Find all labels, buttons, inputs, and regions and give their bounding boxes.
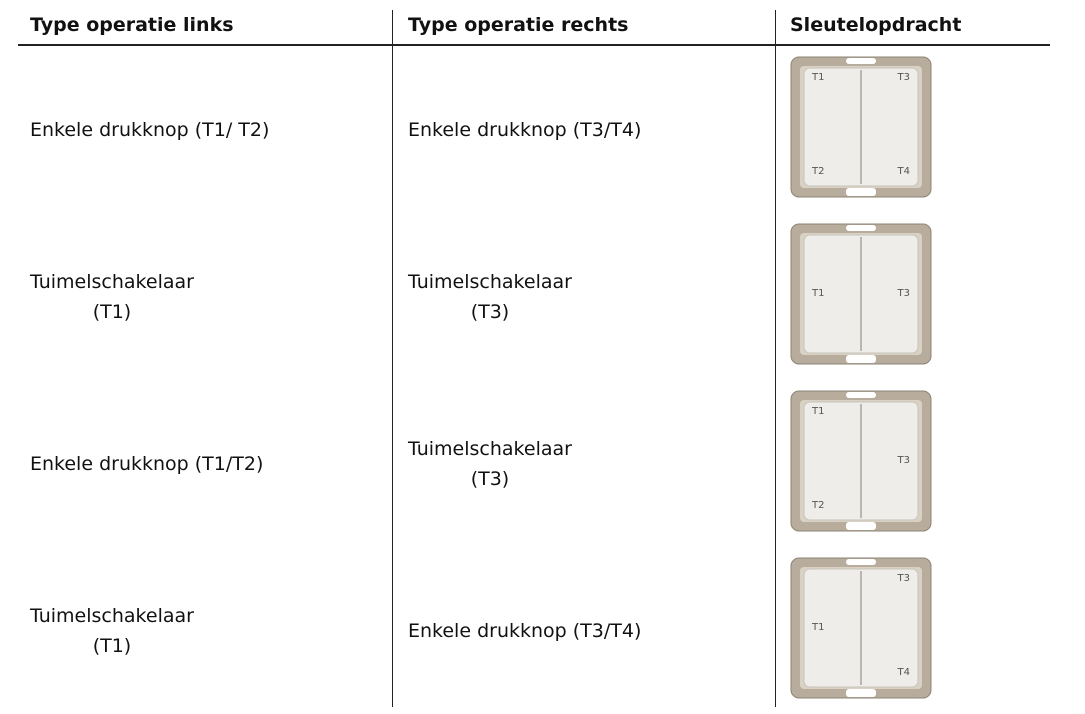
cell-text: Tuimelschakelaar (T3) — [408, 267, 572, 327]
switch-image: T1 T3 — [790, 223, 932, 365]
text-line: (T3) — [470, 467, 510, 490]
switch-notch — [846, 225, 876, 231]
switch-notch — [846, 188, 876, 196]
switch-label: T4 — [897, 667, 910, 678]
text-line: (T1) — [92, 300, 132, 323]
switch-label: T2 — [811, 500, 824, 511]
text-line: Enkele drukknop (T3/T4) — [408, 118, 642, 141]
switch-image: T1 T3 T2 T4 — [790, 56, 932, 198]
column-header: Sleutelopdracht — [790, 14, 962, 36]
switch-label: T1 — [811, 622, 824, 633]
table-cell: Enkele drukknop (T1/ T2) — [30, 46, 269, 213]
switch-notch — [846, 58, 876, 64]
switch-notch — [846, 689, 876, 697]
cell-text: Tuimelschakelaar (T1) — [30, 267, 194, 327]
text-line: Tuimelschakelaar — [30, 604, 194, 627]
table-cell: Tuimelschakelaar (T3) — [408, 213, 572, 380]
switch-notch — [846, 355, 876, 363]
switch-label: T3 — [897, 455, 910, 466]
column-divider — [392, 10, 393, 707]
switch-label: T1 — [811, 406, 824, 417]
switch-image: T1 T3 T2 — [790, 390, 932, 532]
switch-image: T3 T1 T4 — [790, 557, 932, 699]
text-line: Enkele drukknop (T1/T2) — [30, 452, 264, 475]
text-line: Tuimelschakelaar — [30, 270, 194, 293]
header-rule — [18, 44, 1050, 46]
switch-notch — [846, 392, 876, 398]
switch-label: T3 — [897, 288, 910, 299]
column-header: Type operatie links — [30, 14, 234, 36]
switch-label: T1 — [811, 72, 824, 83]
table-cell: Tuimelschakelaar (T1) — [30, 547, 194, 714]
table-cell: Enkele drukknop (T3/T4) — [408, 547, 641, 714]
column-header: Type operatie rechts — [408, 14, 629, 36]
cell-text: Tuimelschakelaar (T3) — [408, 434, 572, 494]
table-cell: Enkele drukknop (T1/T2) — [30, 380, 263, 547]
switch-label: T1 — [811, 288, 824, 299]
text-line: (T3) — [470, 300, 510, 323]
text-line: Enkele drukknop (T1/ T2) — [30, 118, 270, 141]
switch-label: T3 — [897, 72, 910, 83]
switch-label: T2 — [811, 166, 824, 177]
text-line: (T1) — [92, 634, 132, 657]
text-line: Tuimelschakelaar — [408, 270, 572, 293]
table-cell: Tuimelschakelaar (T3) — [408, 380, 572, 547]
cell-text: Enkele drukknop (T1/ T2) — [30, 115, 269, 145]
switch-notch — [846, 559, 876, 565]
cell-text: Enkele drukknop (T1/T2) — [30, 449, 263, 479]
table-cell: Tuimelschakelaar (T1) — [30, 213, 194, 380]
cell-text: Enkele drukknop (T3/T4) — [408, 115, 641, 145]
table-cell: Enkele drukknop (T3/T4) — [408, 46, 641, 213]
cell-text: Tuimelschakelaar (T1) — [30, 601, 194, 661]
text-line: Tuimelschakelaar — [408, 437, 572, 460]
switch-notch — [846, 522, 876, 530]
column-divider — [775, 10, 776, 707]
switch-label: T4 — [897, 166, 910, 177]
text-line: Enkele drukknop (T3/T4) — [408, 619, 642, 642]
cell-text: Enkele drukknop (T3/T4) — [408, 616, 641, 646]
switch-label: T3 — [897, 573, 910, 584]
